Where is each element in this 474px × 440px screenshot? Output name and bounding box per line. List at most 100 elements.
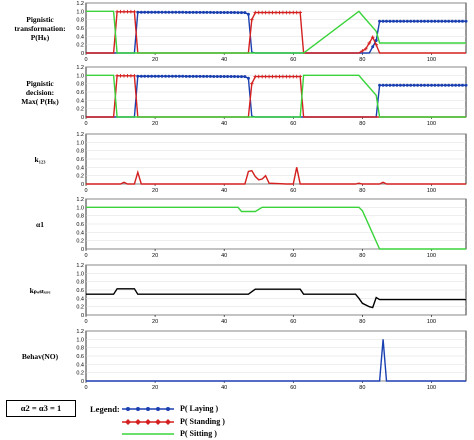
y-tick-label: 0.6 [76,90,84,96]
data-point-laying [388,19,392,23]
y-axis-label: decision: [26,88,54,97]
data-point-standing [267,74,271,79]
y-tick-label: 1.2 [76,1,84,7]
data-point-standing [367,41,372,45]
y-axis-label: Behav(NO) [22,352,59,361]
x-tick-label: 0 [84,57,87,63]
y-tick-label: 0.6 [76,354,84,360]
data-point-laying [416,83,420,87]
x-tick-label: 80 [359,188,365,194]
data-point-standing [364,47,368,51]
data-point-laying [150,10,154,14]
data-point-laying [188,10,192,14]
data-point-standing [274,10,278,15]
data-point-laying [436,83,440,87]
data-point-laying [198,10,202,14]
series-line-kposture [86,288,466,309]
data-point-laying [205,74,209,78]
data-point-laying [402,19,406,23]
data-point-laying [219,11,223,14]
data-point-laying [436,19,440,23]
x-tick-label: 80 [359,385,365,391]
data-point-laying [433,83,437,87]
y-tick-label: 1.0 [76,337,84,343]
series-sitting [86,10,466,54]
y-tick-label: 0.4 [76,230,84,236]
data-point-laying [226,11,230,14]
x-tick-label: 100 [427,57,436,63]
x-tick-label: 40 [221,385,227,391]
data-point-standing [263,74,268,79]
x-tick-label: 0 [84,188,87,194]
data-point-laying [177,74,181,78]
data-point-laying [139,74,143,78]
data-point-laying [454,19,458,23]
data-point-standing [281,10,285,15]
data-point-laying [202,74,205,78]
data-point-standing [370,35,375,39]
data-point-standing [253,10,258,15]
x-tick-label: 0 [84,121,87,127]
y-tick-label: 0.4 [76,362,84,368]
data-point-laying [433,19,437,23]
data-point-standing [270,74,275,79]
data-point-standing [298,74,302,79]
legend-label-laying: P( Laying ) [180,404,219,413]
data-point-laying [202,10,205,14]
legend-label-sitting: P( Sitting ) [180,429,217,438]
y-tick-label: 0.6 [76,222,84,228]
x-tick-label: 20 [152,385,158,391]
series-k123 [86,167,466,185]
series-behav [86,339,466,382]
y-tick-label: 0.4 [76,165,84,171]
data-point-laying [160,74,164,78]
data-point-laying [443,19,447,23]
data-point-laying [412,83,416,87]
data-point-laying [430,19,433,23]
data-point-laying [170,10,174,14]
x-tick-label: 40 [221,121,227,127]
data-point-laying [447,19,451,23]
y-tick-label: 0.8 [76,82,84,88]
y-axis-label: transformation: [14,24,65,33]
y-tick-label: 0.8 [76,280,84,286]
data-point-standing [291,10,296,15]
chart-panel-2: 0 0.2 0.4 0.6 0.8 1.0 1.2 0 20 40 60 80 100 Pignistic… [21,65,468,127]
x-tick-label: 100 [427,319,436,325]
data-point-laying [464,19,468,23]
data-point-laying [139,10,143,14]
y-tick-label: 0.6 [76,157,84,163]
y-tick-label: 0.2 [76,305,84,311]
y-tick-label: 0.8 [76,18,84,24]
data-point-laying [385,83,388,87]
x-tick-label: 60 [290,319,296,325]
x-tick-label: 60 [290,57,296,63]
series-line-sitting [86,74,466,118]
y-tick-label: 0 [81,313,84,319]
y-tick-label: 0 [81,379,84,385]
data-point-standing [115,74,119,78]
data-point-standing [277,74,282,79]
y-tick-label: 1.2 [76,197,84,203]
x-tick-label: 80 [359,319,365,325]
data-point-standing [263,10,268,15]
data-point-standing [125,74,130,78]
y-tick-label: 0.2 [76,174,84,180]
y-tick-label: 1.0 [76,140,84,146]
x-tick-label: 60 [290,121,296,127]
data-point-laying [412,19,416,23]
data-point-standing [122,9,126,14]
x-tick-label: 40 [221,253,227,259]
data-point-standing [118,74,123,78]
data-point-laying [426,19,430,23]
series-sitting [86,74,466,118]
data-point-laying [195,74,198,78]
data-point-standing [288,10,292,15]
data-point-laying [461,19,464,23]
data-point-standing [250,17,254,22]
data-point-laying [398,83,402,87]
data-point-laying [177,10,181,14]
data-point-laying [374,39,378,42]
y-tick-label: 0 [81,247,84,253]
data-point-laying [381,83,385,87]
